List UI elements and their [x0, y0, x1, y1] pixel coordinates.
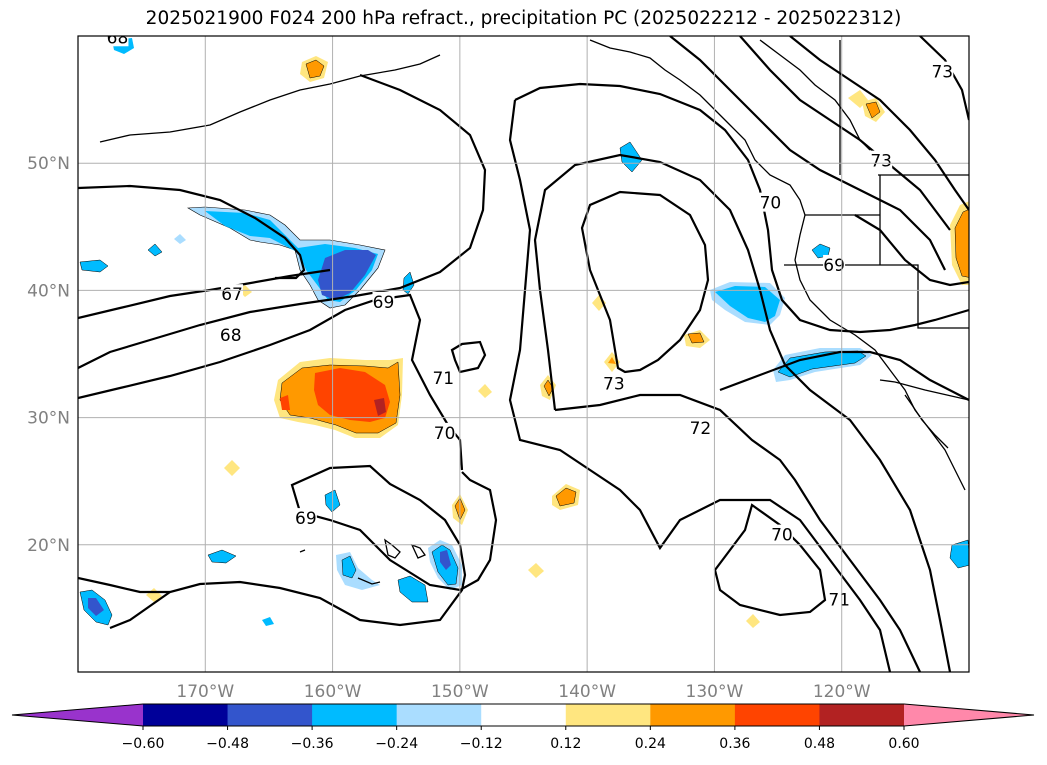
contour-label-bg [870, 150, 893, 170]
colorbar-segment [650, 704, 736, 726]
contour-label-bg [828, 589, 851, 609]
contour-label: 68 [220, 326, 242, 346]
contour-label: 72 [690, 419, 712, 439]
colorbar-tick-label: 0.60 [888, 736, 919, 752]
colorbar-tick-label: −0.36 [291, 736, 334, 752]
contour-label: 73 [931, 63, 953, 83]
contour-label-bg [106, 36, 129, 47]
contour-label-bg [931, 61, 954, 81]
colorbar-tick-label: −0.48 [206, 736, 249, 752]
chart-title: 2025021900 F024 200 hPa refract., precip… [145, 8, 902, 29]
colorbar-tick-label: −0.12 [460, 736, 503, 752]
colorbar-extend-min [12, 704, 143, 726]
contour-label: 73 [870, 152, 892, 172]
contour-labels: 67 68 69 71 70 73 72 70 69 73 73 69 70 71 68 [106, 28, 954, 610]
contour-label: 68 [107, 28, 129, 48]
x-tick-label: 120°W [813, 682, 871, 702]
colorbar-segment [396, 704, 482, 726]
x-tick-label: 150°W [431, 682, 489, 702]
colorbar-tick-label: 0.24 [635, 736, 666, 752]
contour-label: 70 [760, 194, 782, 214]
contour-label: 70 [771, 526, 793, 546]
colorbar-segment [143, 704, 229, 726]
colorbar-segment [565, 704, 651, 726]
colorbar-segment [312, 704, 398, 726]
contour-lines [78, 36, 969, 672]
y-tick-label: 40°N [27, 281, 70, 301]
y-tick-label: 20°N [27, 536, 70, 556]
contour-label-bg [219, 324, 242, 344]
contour-label: 73 [603, 374, 625, 394]
contour-label-bg [823, 254, 846, 274]
x-tick-label: 140°W [558, 682, 616, 702]
colorbar-tick-label: 0.48 [804, 736, 835, 752]
colorbar-tick-label: −0.24 [375, 736, 418, 752]
colorbar: −0.60 −0.48 −0.36 −0.24 −0.12 0.12 0.24 0.36 0.4… [11, 703, 1035, 752]
colorbar-tick-label: 0.36 [719, 736, 750, 752]
colorbar-tick-label: 0.12 [550, 736, 581, 752]
contour-label: 67 [221, 285, 243, 305]
contour-label-bg [372, 291, 395, 311]
contour-label: 69 [373, 293, 395, 313]
x-tick-label: 130°W [686, 682, 744, 702]
x-tick-label: 160°W [304, 682, 362, 702]
contour-label-bg [432, 368, 455, 388]
contour-label: 71 [828, 590, 850, 610]
contour-label-bg [294, 508, 317, 528]
map-frame [77, 35, 970, 673]
contour-label: 69 [823, 256, 845, 276]
colorbar-segment [481, 704, 567, 726]
gridlines [78, 36, 969, 672]
contour-label-bg [770, 524, 793, 544]
y-tick-labels: 20°N 30°N 40°N 50°N [27, 154, 70, 556]
colorbar-extend-max [904, 704, 1034, 726]
contour-label-bg [759, 192, 782, 212]
contour-label: 70 [434, 424, 456, 444]
colorbar-segment [819, 704, 905, 726]
contour-label: 69 [295, 509, 317, 529]
contour-label: 71 [432, 369, 454, 389]
y-tick-label: 30°N [27, 409, 70, 429]
map-area: 67 68 69 71 70 73 72 70 69 73 73 69 70 71 68 [78, 28, 969, 672]
x-tick-labels: 170°W 160°W 150°W 140°W 130°W 120°W [176, 682, 870, 702]
colorbar-segment [227, 704, 313, 726]
contour-label-bg [221, 284, 244, 304]
colorbar-tick-label: −0.60 [122, 736, 165, 752]
contour-label-bg [689, 417, 712, 437]
contour-label-bg [433, 422, 456, 442]
contour-label-bg [602, 373, 625, 393]
x-tick-label: 170°W [176, 682, 234, 702]
colorbar-segment [734, 704, 820, 726]
y-tick-label: 50°N [27, 154, 70, 174]
coastlines [99, 39, 969, 585]
